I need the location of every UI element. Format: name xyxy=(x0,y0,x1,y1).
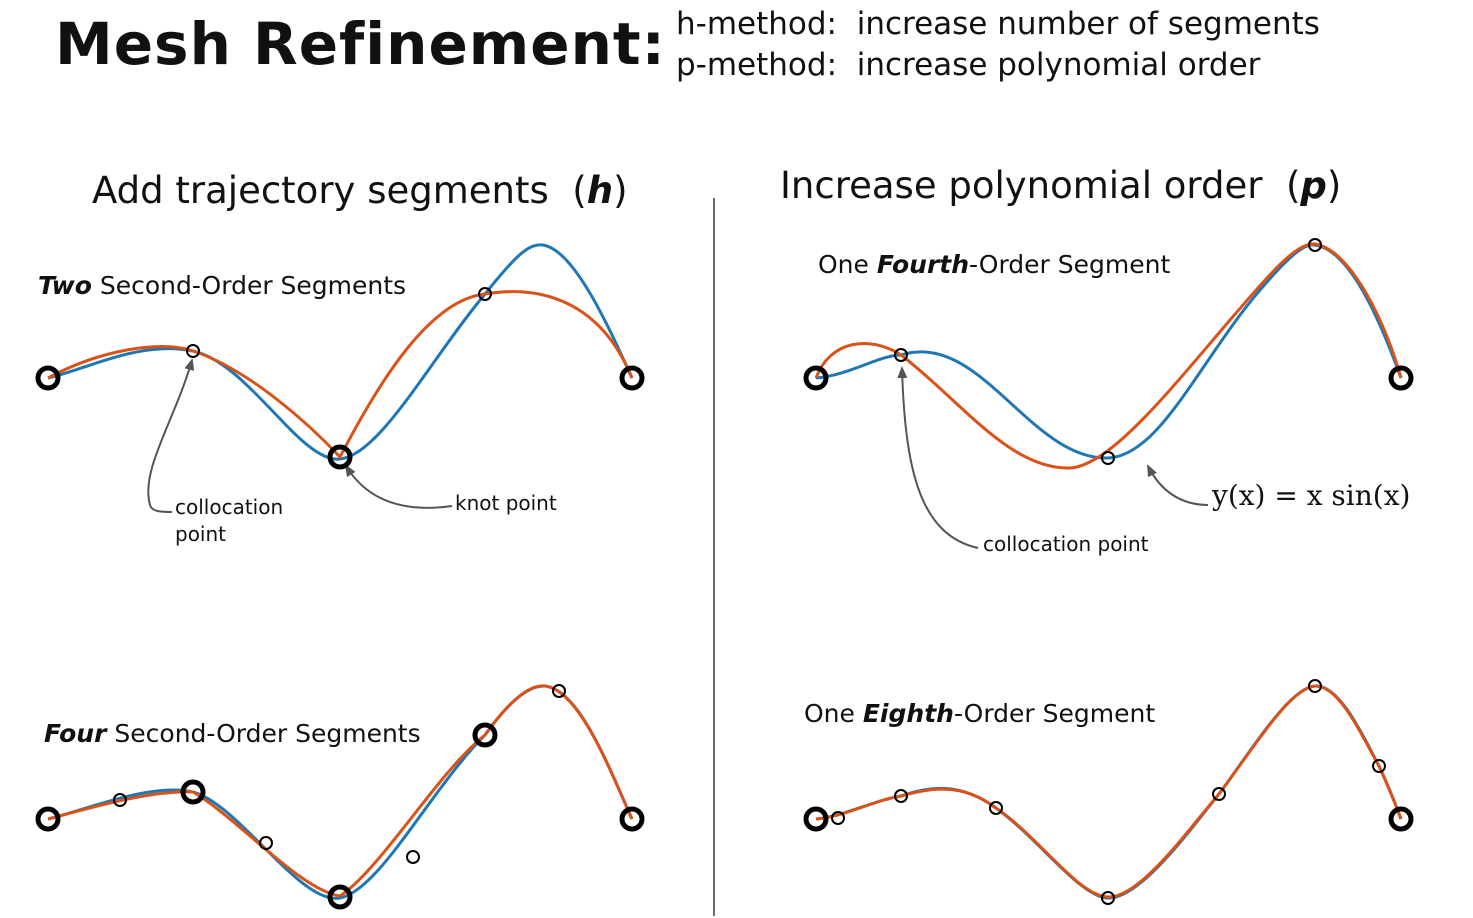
label-rest: Second-Order Segments xyxy=(91,271,407,300)
collocation-arrow xyxy=(897,366,979,549)
collocation-point-annotation-right: collocation point xyxy=(983,532,1149,556)
h-method-description: h-method: increase number of segments xyxy=(676,6,1320,42)
left-heading-symbol: h xyxy=(586,169,614,212)
collocation-point xyxy=(1308,679,1322,693)
label-one-fourth-order: One Fourth-Order Segment xyxy=(818,250,1170,279)
collocation-point xyxy=(1101,451,1115,465)
collocation-point xyxy=(552,684,566,698)
collocation-point xyxy=(894,789,908,803)
approx-curve-line xyxy=(47,290,634,460)
collocation-point xyxy=(894,348,908,362)
p-method-description: p-method: increase polynomial order xyxy=(676,47,1261,83)
approx-curve-line xyxy=(815,684,1403,899)
column-divider xyxy=(713,198,715,916)
label-four-second-order: Four Second-Order Segments xyxy=(44,719,421,748)
right-heading-symbol: p xyxy=(1300,164,1327,207)
collocation-point xyxy=(259,836,273,850)
label-pre: One xyxy=(804,699,863,728)
knot-point xyxy=(619,365,645,391)
label-rest: -Order Segment xyxy=(969,250,1171,279)
knot-point xyxy=(1388,806,1414,832)
label-rest: Second-Order Segments xyxy=(106,719,421,748)
collocation-point xyxy=(406,850,420,864)
equation-label: y(x) = x sin(x) xyxy=(1212,479,1411,512)
label-two-second-order: Two Second-Order Segments xyxy=(38,271,406,300)
label-pre: One xyxy=(818,250,877,279)
label-emphasis: Fourth xyxy=(876,250,970,279)
true-curve-line xyxy=(47,684,634,900)
right-heading-close: ) xyxy=(1326,164,1342,207)
panel-four-second-order xyxy=(35,684,645,910)
approx-curve-line xyxy=(47,684,634,898)
knot-point xyxy=(327,884,353,910)
knot-arrow xyxy=(344,464,453,509)
knot-point-annotation: knot point xyxy=(455,491,557,515)
knot-point xyxy=(472,722,498,748)
knot-point xyxy=(327,444,353,470)
label-one-eighth-order: One Eighth-Order Segment xyxy=(804,699,1155,728)
right-heading-text: Increase polynomial order ( xyxy=(780,164,1301,207)
knot-point xyxy=(1388,365,1414,391)
left-heading-close: ) xyxy=(613,169,628,212)
collocation-point xyxy=(1212,787,1226,801)
collocation-point xyxy=(186,344,200,358)
panel-two-second-order xyxy=(35,243,645,513)
left-column-heading: Add trajectory segments (h) xyxy=(92,169,628,212)
label-emphasis: Four xyxy=(44,719,107,748)
collocation-point xyxy=(1101,891,1115,905)
collocation-point-annotation: collocation point xyxy=(175,495,284,546)
collocation-point xyxy=(113,793,127,807)
collocation-arrow-tail xyxy=(149,504,173,513)
knot-point xyxy=(619,806,645,832)
knot-point xyxy=(803,365,829,391)
left-heading-text: Add trajectory segments ( xyxy=(92,169,587,212)
page-title: Mesh Refinement: xyxy=(55,10,666,78)
right-column-heading: Increase polynomial order (p) xyxy=(780,164,1341,207)
collocation-point xyxy=(1372,759,1386,773)
collocation-point xyxy=(478,287,492,301)
knot-point xyxy=(803,806,829,832)
label-emphasis: Eighth xyxy=(862,699,954,728)
collocation-point xyxy=(989,801,1003,815)
collocation-arrow xyxy=(147,358,195,506)
label-rest: -Order Segment xyxy=(953,699,1156,728)
knot-point xyxy=(180,779,206,805)
knot-point xyxy=(35,365,61,391)
panel-one-eighth-order xyxy=(803,679,1414,905)
collocation-point xyxy=(1308,238,1322,252)
collocation-point xyxy=(831,811,845,825)
panel-one-fourth-order xyxy=(803,238,1414,549)
equation-arrow xyxy=(1147,464,1209,506)
approx-curve-line xyxy=(814,242,1403,470)
knot-point xyxy=(35,806,61,832)
label-emphasis: Two xyxy=(38,271,92,300)
